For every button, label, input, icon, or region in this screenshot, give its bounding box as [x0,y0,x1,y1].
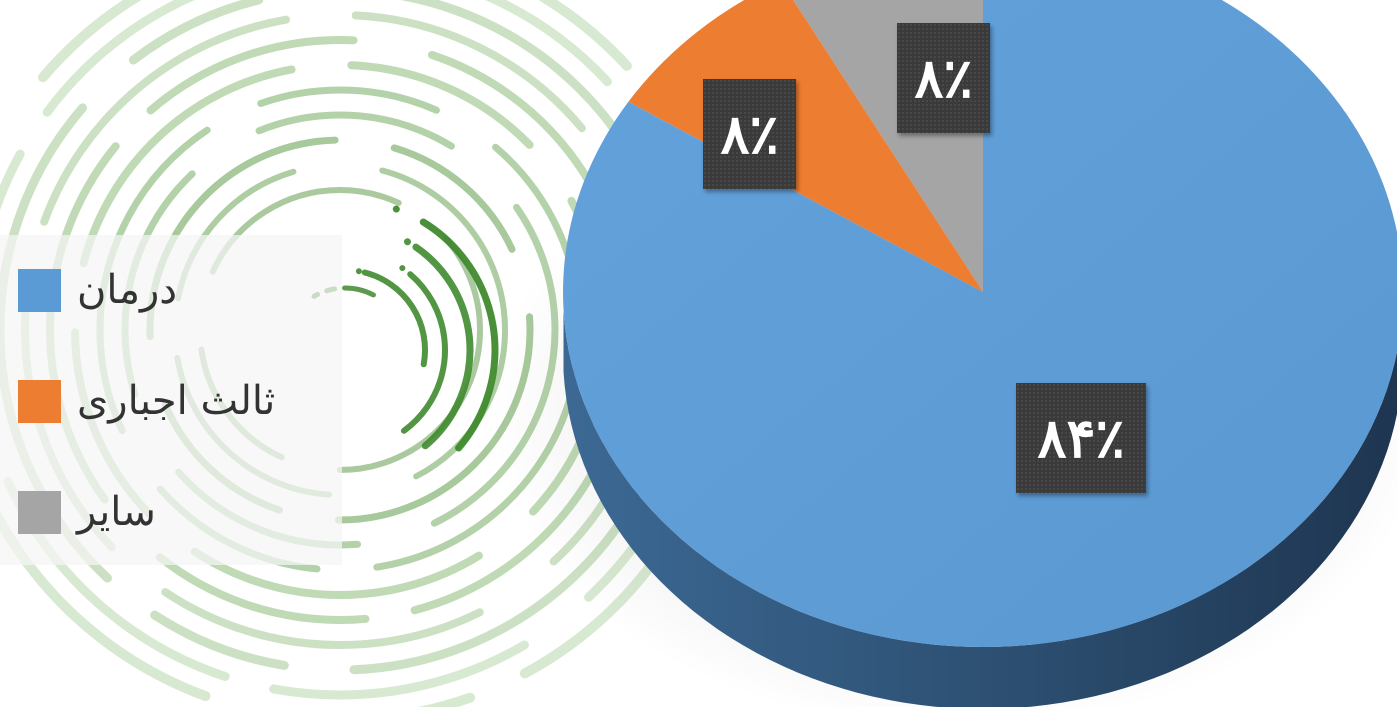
pie-slice-salis-ejbari [628,0,983,292]
legend-item-sayer: سایر [18,482,156,542]
legend-swatch-salis-ejbari [18,379,61,423]
pie-slice-darman [563,0,1397,647]
legend-item-darman: درمان [18,260,177,320]
legend-label-darman: درمان [77,267,178,313]
legend-label-salis-ejbari: ثالث اجباری [77,378,276,424]
data-label-blue-slice: ۸۴٪ [1016,383,1146,493]
chart-legend: درمان ثالث اجباری سایر [0,235,342,565]
pie-side-wall [563,309,1397,707]
legend-swatch-sayer [18,490,61,534]
pie-side-blue [563,309,1397,707]
data-label-gray-slice: ۸٪ [897,23,990,133]
data-label-orange-slice: ۸٪ [703,79,796,189]
legend-item-salis-ejbari: ثالث اجباری [18,371,275,431]
legend-label-sayer: سایر [77,489,156,535]
legend-swatch-darman [18,268,61,312]
